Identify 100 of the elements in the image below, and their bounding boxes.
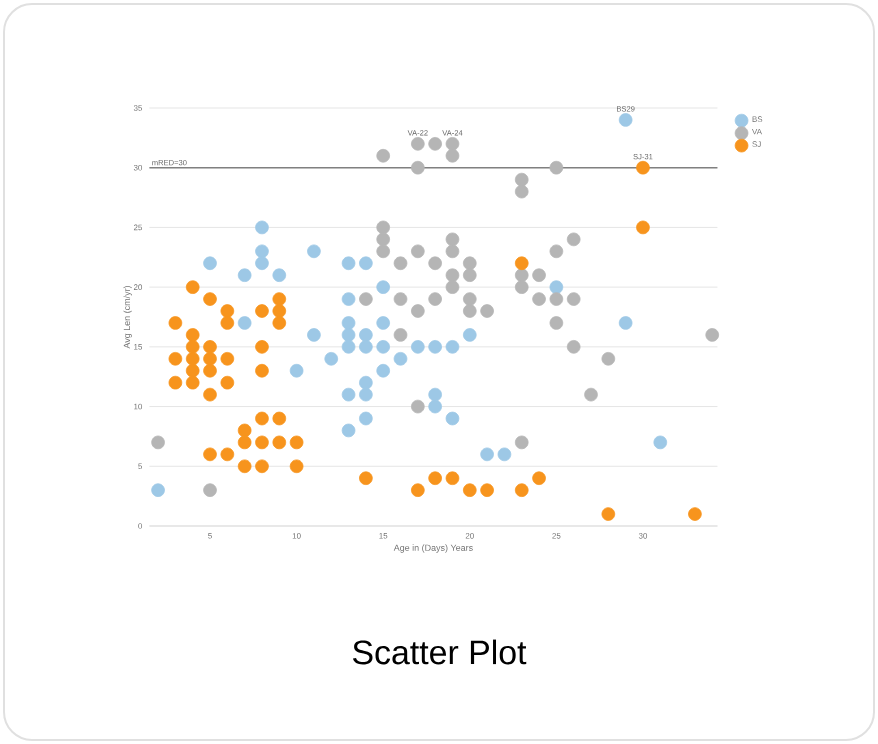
point [359, 292, 373, 306]
point [203, 256, 217, 271]
point [341, 328, 356, 342]
point [220, 352, 235, 366]
point [341, 316, 356, 330]
point [341, 387, 356, 402]
point [255, 411, 269, 426]
point [411, 304, 425, 318]
point [618, 316, 633, 330]
point [705, 328, 720, 342]
point [272, 316, 287, 330]
point [272, 304, 287, 318]
point [549, 292, 564, 306]
point [376, 148, 390, 163]
point [341, 340, 356, 354]
point [185, 352, 200, 366]
point [445, 244, 460, 259]
point [359, 375, 373, 390]
point [168, 375, 183, 390]
point [289, 435, 304, 450]
point [549, 244, 564, 259]
point [203, 483, 217, 497]
point [445, 268, 460, 282]
point [376, 220, 390, 235]
point [532, 471, 546, 486]
point [445, 148, 460, 163]
point [411, 244, 425, 259]
point [359, 340, 373, 354]
point [566, 292, 581, 306]
point [549, 280, 564, 294]
point [255, 435, 269, 450]
point [445, 280, 460, 294]
point [514, 435, 529, 450]
point [272, 411, 287, 426]
point [272, 268, 287, 282]
point [393, 352, 408, 366]
point [255, 304, 269, 318]
point [237, 423, 252, 438]
point [255, 363, 269, 378]
point [185, 375, 200, 390]
point [549, 316, 564, 330]
point [393, 292, 408, 306]
point [445, 232, 460, 247]
point [272, 435, 287, 450]
point [359, 256, 373, 271]
point [411, 340, 425, 354]
point [151, 483, 165, 497]
point [411, 399, 425, 414]
point [584, 387, 598, 402]
point [220, 304, 235, 318]
point [601, 352, 616, 366]
point [255, 459, 269, 474]
point [514, 280, 529, 294]
point [445, 411, 460, 426]
point [411, 483, 425, 497]
point [255, 220, 269, 235]
point [532, 268, 546, 282]
point [289, 363, 304, 378]
text: Scatter Plot [353, 639, 527, 665]
point [462, 328, 477, 342]
point [514, 268, 529, 282]
point [428, 256, 442, 271]
point [445, 340, 460, 354]
point [618, 113, 633, 127]
point [428, 399, 442, 414]
point [411, 137, 425, 151]
point [462, 268, 477, 282]
point [185, 328, 200, 342]
point [445, 471, 460, 486]
point [185, 280, 200, 294]
point [220, 375, 235, 390]
point [376, 340, 390, 354]
point [532, 292, 546, 306]
point [203, 363, 217, 378]
point [462, 256, 477, 271]
point [220, 447, 235, 462]
point [393, 256, 408, 271]
point [255, 256, 269, 271]
point [341, 423, 356, 438]
point [393, 328, 408, 342]
point [636, 160, 650, 175]
point [237, 459, 252, 474]
point [151, 435, 165, 450]
point [462, 483, 477, 497]
point [462, 292, 477, 306]
point [341, 292, 356, 306]
point [376, 280, 390, 294]
point [428, 471, 442, 486]
point [411, 160, 425, 175]
point [428, 137, 442, 151]
point [168, 352, 183, 366]
point [480, 483, 494, 497]
point [203, 340, 217, 354]
point [359, 471, 373, 486]
point [428, 387, 442, 402]
point [203, 352, 217, 366]
point [203, 447, 217, 462]
point [237, 435, 252, 450]
point [376, 363, 390, 378]
point [462, 304, 477, 318]
